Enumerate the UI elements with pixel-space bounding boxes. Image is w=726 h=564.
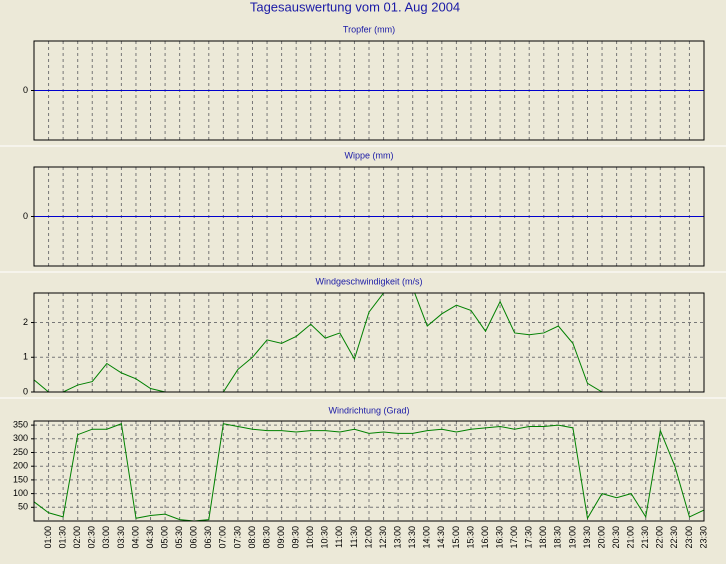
y-tick-label: 150: [13, 474, 28, 484]
chart-title: Windrichtung (Grad): [328, 405, 409, 415]
x-tick-label: 05:30: [174, 526, 184, 549]
x-tick-label: 04:30: [145, 526, 155, 549]
y-tick-label: 350: [13, 419, 28, 429]
y-tick-label: 1: [23, 352, 28, 362]
x-tick-label: 03:30: [116, 526, 126, 549]
x-tick-label: 12:00: [363, 526, 373, 549]
plot-frame: [33, 166, 705, 267]
chart-title: Wippe (mm): [345, 150, 394, 160]
x-tick-label: 20:00: [596, 526, 606, 549]
x-tick-label: 22:00: [655, 526, 665, 549]
x-tick-label: 07:00: [218, 526, 228, 549]
x-tick-label: 22:30: [669, 526, 679, 549]
y-tick-label: 200: [13, 461, 28, 471]
x-tick-label: 12:30: [378, 526, 388, 549]
x-tick-label: 18:00: [538, 526, 548, 549]
y-tick-label: 0: [23, 386, 28, 396]
y-tick-label: 2: [23, 317, 28, 327]
page-title: Tagesauswertung vom 01. Aug 2004: [250, 0, 460, 14]
data-line: [34, 293, 704, 392]
x-tick-label: 20:30: [611, 526, 621, 549]
x-tick-label: 06:30: [203, 526, 213, 549]
x-tick-label: 11:30: [349, 526, 359, 548]
y-tick-label: 0: [23, 85, 28, 95]
x-tick-label: 23:30: [698, 526, 708, 549]
x-tick-label: 06:00: [189, 526, 199, 549]
x-tick-label: 17:30: [524, 526, 534, 549]
x-tick-label: 15:00: [451, 526, 461, 549]
x-tick-label: 14:00: [422, 526, 432, 549]
x-tick-label: 19:00: [567, 526, 577, 549]
x-tick-label: 03:00: [101, 526, 111, 549]
x-tick-label: 08:00: [247, 526, 257, 549]
x-tick-label: 16:00: [480, 526, 490, 549]
x-tick-label: 04:00: [130, 526, 140, 549]
plot-frame: [33, 292, 705, 393]
x-tick-label: 19:30: [582, 526, 592, 549]
y-tick-label: 0: [23, 211, 28, 221]
x-tick-label: 10:00: [305, 526, 315, 549]
y-tick-label: 50: [18, 502, 28, 512]
x-tick-label: 11:00: [334, 526, 344, 548]
x-tick-label: 09:00: [276, 526, 286, 549]
x-tick-label: 16:30: [494, 526, 504, 549]
x-tick-label: 01:30: [58, 526, 68, 549]
y-tick-label: 100: [13, 488, 28, 498]
x-tick-label: 01:00: [43, 526, 53, 549]
chart-title: Tropfer (mm): [343, 24, 395, 34]
y-tick-label: 250: [13, 447, 28, 457]
x-tick-label: 15:30: [465, 526, 475, 549]
plot-frame: [33, 40, 705, 141]
x-tick-label: 02:00: [72, 526, 82, 549]
x-tick-label: 23:00: [684, 526, 694, 549]
x-tick-label: 02:30: [87, 526, 97, 549]
x-tick-label: 13:30: [407, 526, 417, 549]
x-tick-label: 21:00: [626, 526, 636, 549]
x-tick-label: 05:00: [159, 526, 169, 549]
x-tick-label: 07:30: [232, 526, 242, 549]
x-tick-label: 09:30: [291, 526, 301, 549]
x-tick-label: 18:30: [553, 526, 563, 549]
chart-title: Windgeschwindigkeit (m/s): [315, 276, 422, 286]
x-tick-label: 10:30: [320, 526, 330, 549]
y-tick-label: 300: [13, 433, 28, 443]
plot-frame: [33, 420, 705, 522]
x-tick-label: 21:30: [640, 526, 650, 549]
x-tick-label: 17:00: [509, 526, 519, 549]
x-tick-label: 14:30: [436, 526, 446, 549]
x-tick-label: 13:00: [393, 526, 403, 549]
x-tick-label: 08:30: [261, 526, 271, 549]
data-line: [34, 423, 704, 521]
